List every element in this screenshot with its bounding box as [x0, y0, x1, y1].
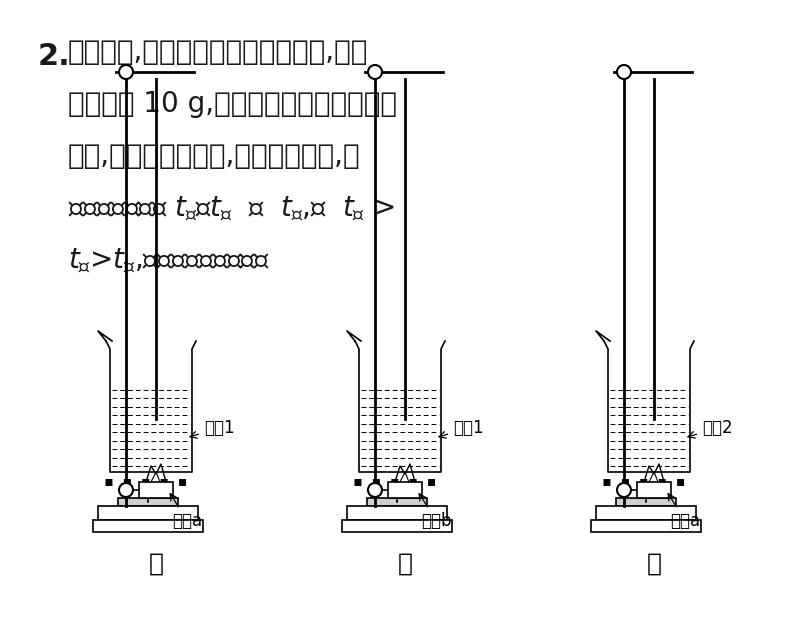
Bar [616, 498, 676, 506]
Bar [118, 498, 178, 506]
Text: 2.: 2. [38, 42, 71, 71]
Text: 质量均为 10 g,烧杯内液体初温和质量都: 质量均为 10 g,烧杯内液体初温和质量都 [68, 90, 397, 118]
Circle shape [617, 65, 631, 79]
Bar [139, 482, 173, 498]
Bar [367, 498, 427, 506]
Bar [388, 482, 422, 498]
Text: 液体2: 液体2 [688, 419, 733, 438]
Bar [347, 506, 447, 520]
Bar [98, 506, 198, 520]
Circle shape [368, 483, 382, 497]
Text: 燃料a: 燃料a [170, 493, 202, 530]
Circle shape [617, 483, 631, 497]
Text: 乙: 乙 [398, 552, 413, 576]
Text: 液体1: 液体1 [190, 419, 234, 438]
Circle shape [368, 65, 382, 79]
Text: 燃料b: 燃料b [419, 493, 452, 530]
Text: 相等,燃料完全燃烧后,液体均未沸腾,液: 相等,燃料完全燃烧后,液体均未沸腾,液 [68, 142, 360, 170]
Text: 燃料a: 燃料a [669, 493, 700, 530]
Text: 体的末温分别为 $t_{甲}$、$t_{乙}$  和  $t_{丙}$,且  $t_{甲}$ >: 体的末温分别为 $t_{甲}$、$t_{乙}$ 和 $t_{丙}$,且 $t_{… [68, 194, 395, 223]
Bar [93, 520, 203, 532]
Bar [342, 520, 452, 532]
Circle shape [119, 483, 133, 497]
Text: 如图所示,装置甲、乙和丙完全相同,燃料: 如图所示,装置甲、乙和丙完全相同,燃料 [68, 38, 368, 66]
Bar [596, 506, 696, 520]
Text: $t_{乙}$>$t_{丙}$,则下列说法正确的是: $t_{乙}$>$t_{丙}$,则下列说法正确的是 [68, 246, 270, 275]
Circle shape [119, 65, 133, 79]
Bar [637, 482, 671, 498]
Text: 液体1: 液体1 [439, 419, 484, 438]
Bar [591, 520, 701, 532]
Text: 甲: 甲 [148, 552, 164, 576]
Text: 丙: 丙 [646, 552, 661, 576]
